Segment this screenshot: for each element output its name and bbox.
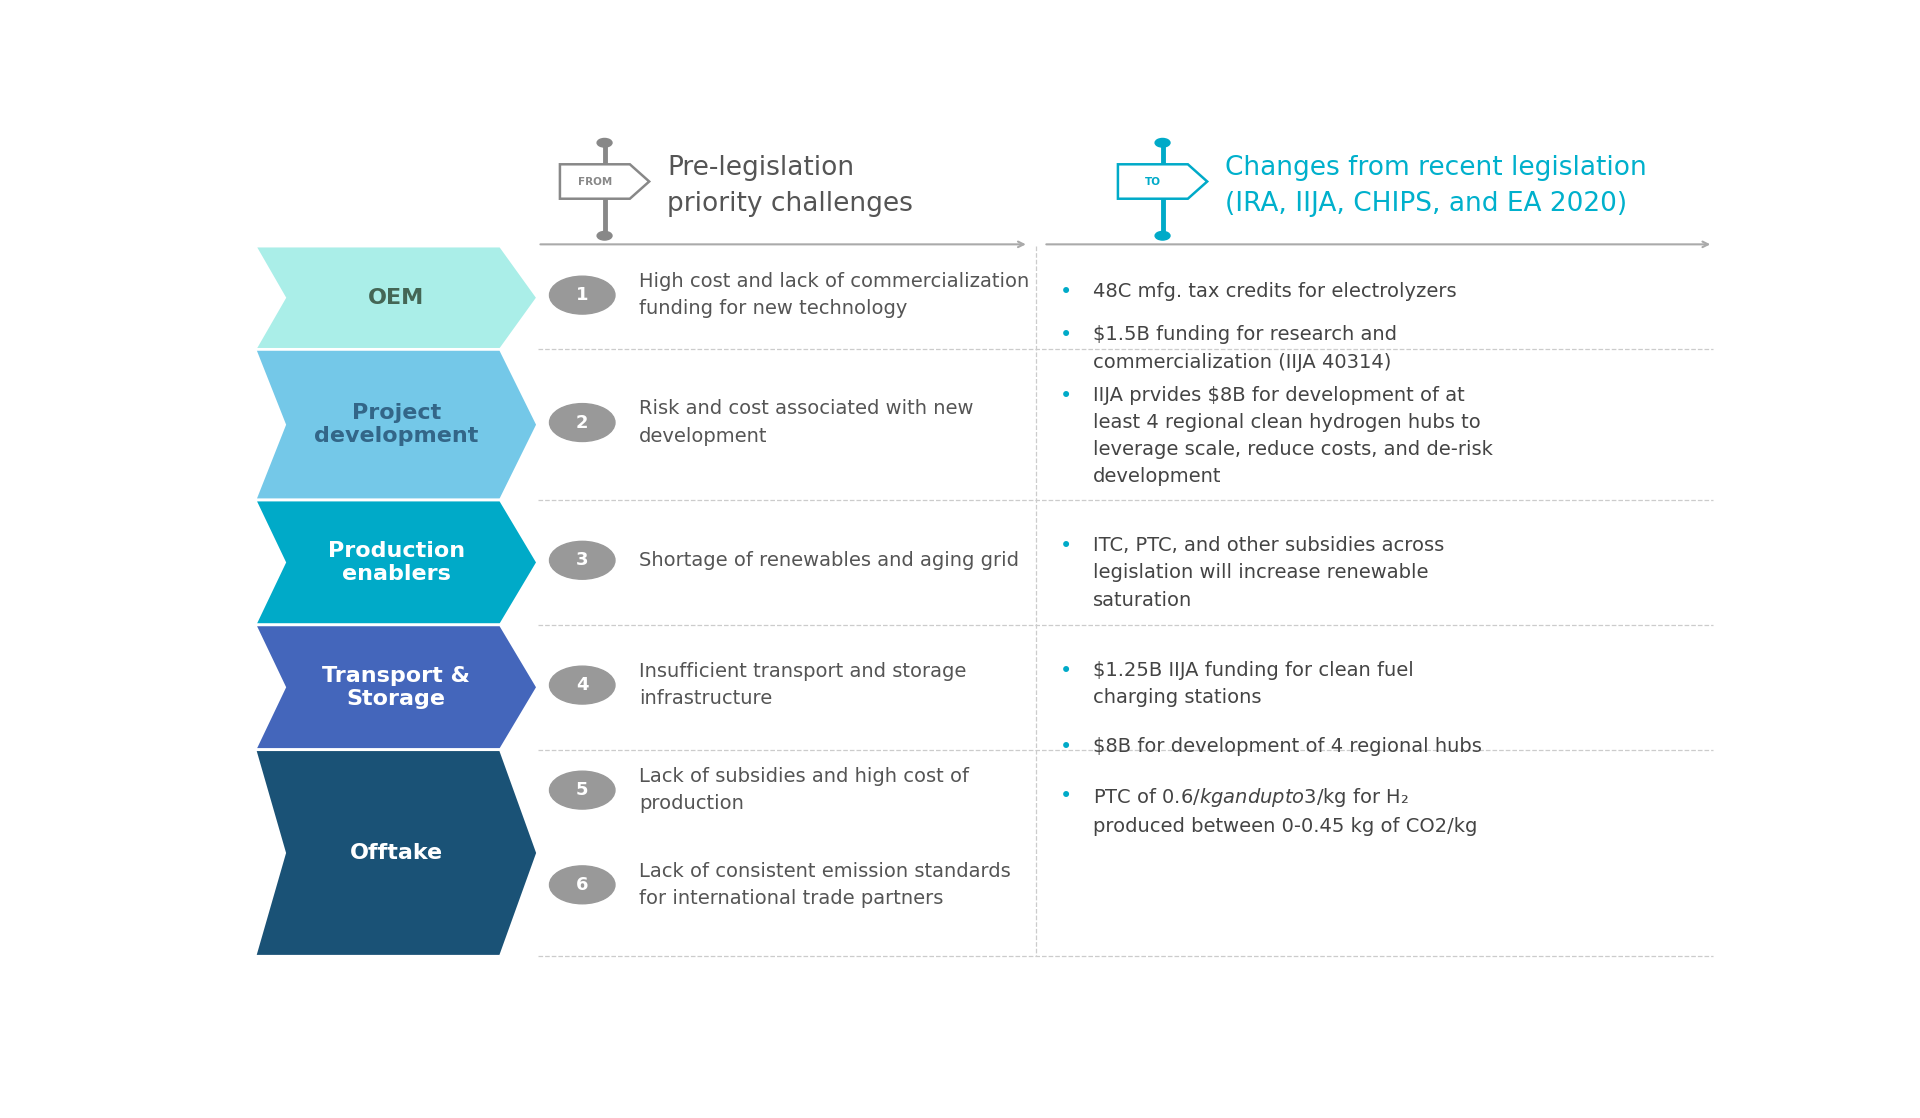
Text: •: • <box>1060 661 1071 681</box>
Text: Production
enablers: Production enablers <box>328 541 465 584</box>
Polygon shape <box>1117 164 1208 199</box>
Text: Offtake: Offtake <box>349 843 444 863</box>
Circle shape <box>597 231 612 240</box>
Text: TO: TO <box>1144 177 1162 187</box>
Text: Changes from recent legislation
(IRA, IIJA, CHIPS, and EA 2020): Changes from recent legislation (IRA, II… <box>1225 154 1647 217</box>
Text: PTC of $0.6/kg and up to $3/kg for H₂
produced between 0-0.45 kg of CO2/kg: PTC of $0.6/kg and up to $3/kg for H₂ pr… <box>1092 786 1476 836</box>
Circle shape <box>1156 139 1169 148</box>
Circle shape <box>549 666 614 704</box>
Polygon shape <box>561 164 649 199</box>
Circle shape <box>597 139 612 148</box>
Circle shape <box>549 276 614 314</box>
Text: •: • <box>1060 325 1071 345</box>
Text: Transport &
Storage: Transport & Storage <box>323 665 470 709</box>
Text: Risk and cost associated with new
development: Risk and cost associated with new develo… <box>639 399 973 446</box>
Text: Insufficient transport and storage
infrastructure: Insufficient transport and storage infra… <box>639 662 966 708</box>
Polygon shape <box>255 246 538 349</box>
Text: OEM: OEM <box>369 287 424 307</box>
Circle shape <box>549 404 614 442</box>
Circle shape <box>1156 231 1169 240</box>
Text: •: • <box>1060 786 1071 806</box>
Text: $1.25B IIJA funding for clean fuel
charging stations: $1.25B IIJA funding for clean fuel charg… <box>1092 661 1413 708</box>
Text: 3: 3 <box>576 551 589 569</box>
Text: ITC, PTC, and other subsidies across
legislation will increase renewable
saturat: ITC, PTC, and other subsidies across leg… <box>1092 537 1444 609</box>
Text: 6: 6 <box>576 875 589 893</box>
Text: 5: 5 <box>576 781 589 799</box>
Text: 48C mfg. tax credits for electrolyzers: 48C mfg. tax credits for electrolyzers <box>1092 282 1455 301</box>
Text: Shortage of renewables and aging grid: Shortage of renewables and aging grid <box>639 551 1020 570</box>
Circle shape <box>549 771 614 809</box>
Circle shape <box>549 865 614 903</box>
Text: 4: 4 <box>576 676 589 694</box>
Text: 1: 1 <box>576 286 589 304</box>
Text: Project
development: Project development <box>315 404 478 446</box>
Text: •: • <box>1060 737 1071 757</box>
Text: IIJA prvides $8B for development of at
least 4 regional clean hydrogen hubs to
l: IIJA prvides $8B for development of at l… <box>1092 386 1492 486</box>
Polygon shape <box>255 750 538 956</box>
Polygon shape <box>255 500 538 625</box>
Text: High cost and lack of commercialization
funding for new technology: High cost and lack of commercialization … <box>639 272 1029 319</box>
Text: •: • <box>1060 282 1071 302</box>
Text: Pre-legislation
priority challenges: Pre-legislation priority challenges <box>666 154 912 217</box>
Text: •: • <box>1060 537 1071 556</box>
Text: •: • <box>1060 386 1071 406</box>
Text: 2: 2 <box>576 414 589 432</box>
Polygon shape <box>255 625 538 750</box>
Polygon shape <box>255 349 538 500</box>
Text: Lack of consistent emission standards
for international trade partners: Lack of consistent emission standards fo… <box>639 862 1010 908</box>
Text: Lack of subsidies and high cost of
production: Lack of subsidies and high cost of produ… <box>639 767 970 813</box>
Text: FROM: FROM <box>578 177 612 187</box>
Text: $8B for development of 4 regional hubs: $8B for development of 4 regional hubs <box>1092 737 1482 756</box>
Circle shape <box>549 541 614 579</box>
Text: $1.5B funding for research and
commercialization (IIJA 40314): $1.5B funding for research and commercia… <box>1092 325 1396 371</box>
